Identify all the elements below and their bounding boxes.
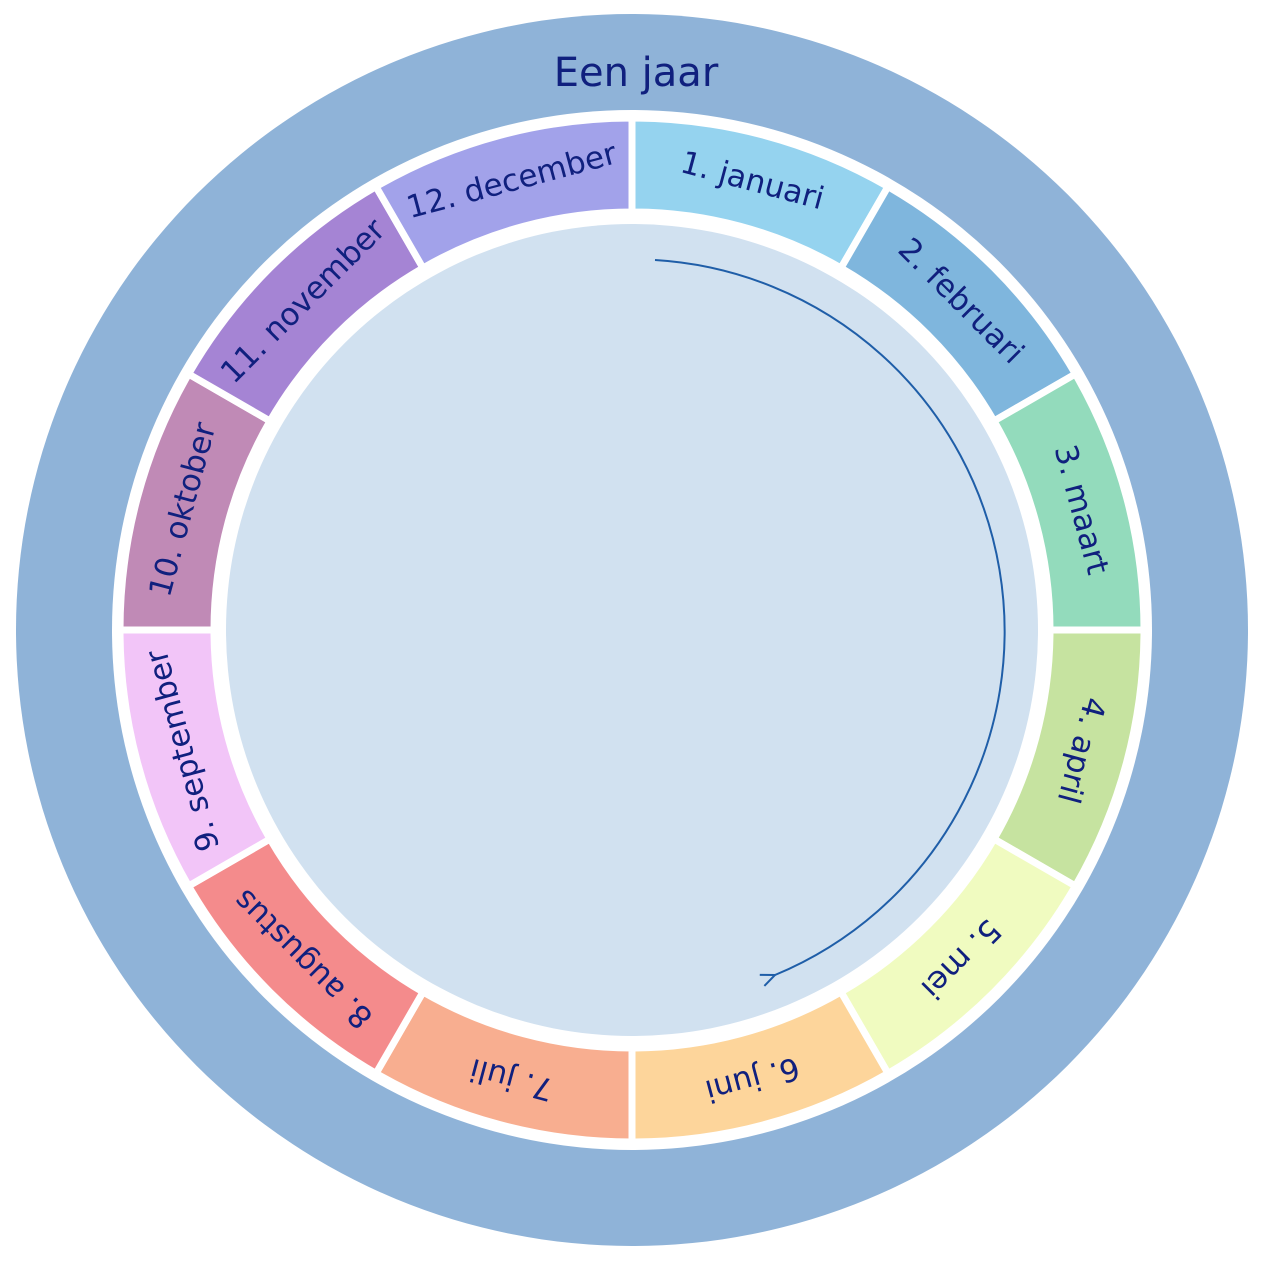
inner-disc (226, 224, 1038, 1036)
month-segment (371, 114, 636, 273)
title: Een jaar (554, 50, 719, 96)
direction-arrow (654, 259, 1006, 975)
